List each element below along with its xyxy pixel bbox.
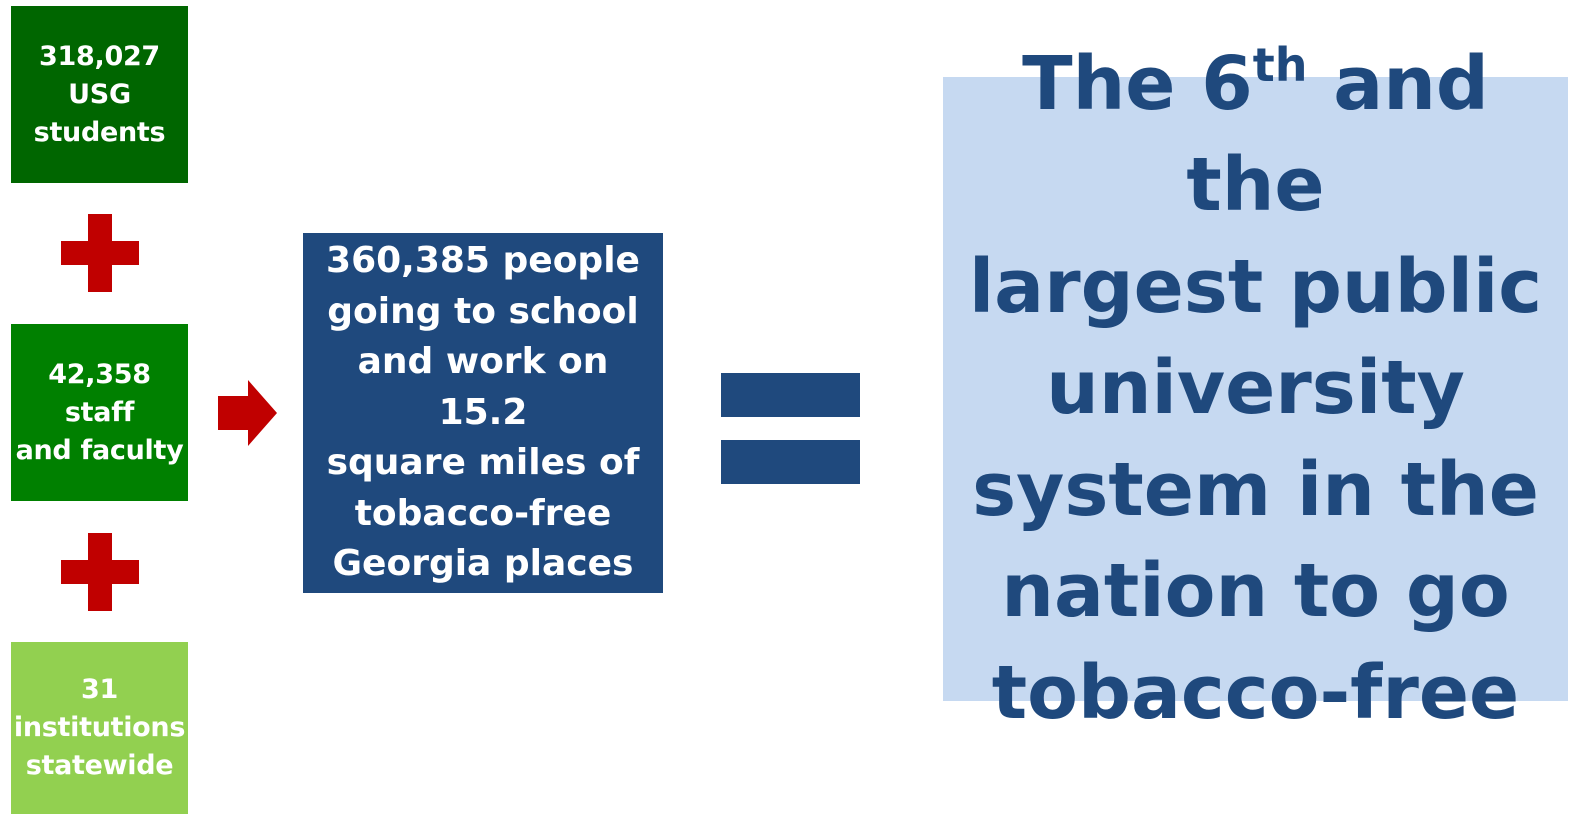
result-line-4: square miles of: [326, 442, 640, 484]
plus-icon: [61, 214, 139, 292]
equals-icon: [721, 440, 860, 484]
institutions-line-2: institutions: [13, 712, 186, 743]
conclusion-ordinal-suffix: th: [1252, 37, 1308, 92]
right-arrow-icon: [218, 380, 277, 446]
students-box: 318,027 USG students: [11, 6, 188, 183]
result-box: 360,385 people going to school and work …: [303, 233, 663, 593]
conclusion-line-1: The 6th and the: [947, 34, 1564, 237]
conclusion-line-1-post: and the: [1186, 40, 1489, 229]
institutions-line-3: statewide: [25, 750, 174, 781]
conclusion-line-4: system in the: [972, 446, 1539, 533]
institutions-box: 31 institutions statewide: [11, 642, 188, 814]
conclusion-box: The 6th and the largest public universit…: [943, 41, 1568, 736]
students-line-2: USG: [68, 78, 131, 110]
result-line-3: and work on 15.2: [357, 341, 609, 433]
conclusion-line-3: university: [1046, 345, 1465, 432]
institutions-line-1: 31: [81, 674, 118, 705]
students-line-3: students: [33, 116, 166, 148]
result-line-1: 360,385 people: [326, 240, 640, 282]
equals-icon: [721, 373, 860, 417]
result-line-6: Georgia places: [332, 543, 634, 585]
plus-icon: [61, 533, 139, 611]
students-line-1: 318,027: [39, 40, 160, 72]
staff-box: 42,358 staff and faculty: [11, 324, 188, 501]
staff-line-1: 42,358 staff: [48, 358, 151, 428]
conclusion-line-5: nation to go: [1001, 548, 1510, 635]
result-line-5: tobacco-free: [354, 492, 612, 534]
conclusion-line-1-pre: The 6: [1022, 40, 1253, 127]
conclusion-line-2: largest public: [968, 243, 1543, 330]
staff-line-2: and faculty: [15, 434, 184, 466]
conclusion-line-6: tobacco-free: [991, 649, 1520, 736]
result-line-2: going to school: [327, 290, 639, 332]
